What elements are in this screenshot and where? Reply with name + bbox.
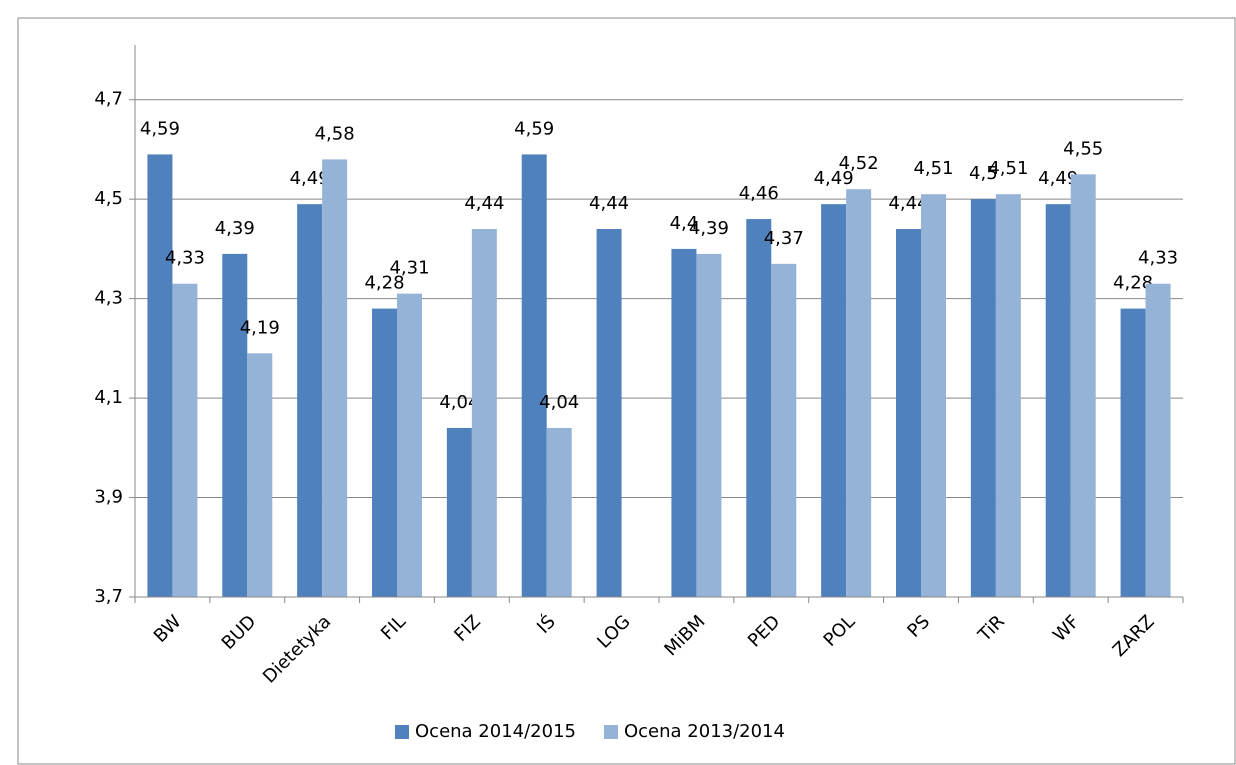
bar (846, 189, 872, 597)
bar (746, 219, 772, 597)
y-tick-label: 4,1 (94, 387, 123, 408)
bar (397, 293, 422, 597)
y-tick-label: 3,9 (94, 487, 123, 508)
data-label: 4,49 (290, 168, 330, 189)
data-label: 4,39 (215, 218, 255, 239)
bar (1070, 174, 1096, 597)
data-label: 4,49 (1038, 168, 1078, 189)
data-label: 4,46 (739, 183, 779, 204)
data-label: 4,44 (589, 193, 629, 214)
data-label: 4,51 (988, 158, 1028, 179)
bar (521, 154, 547, 597)
data-label: 4,51 (913, 158, 953, 179)
bar (1045, 204, 1071, 597)
bar (222, 253, 248, 597)
data-label: 4,4 (670, 213, 699, 234)
bar (671, 248, 697, 597)
data-label: 4,19 (240, 317, 280, 338)
legend-label: Ocena 2013/2014 (624, 721, 785, 742)
bar (970, 199, 996, 597)
data-label: 4,33 (165, 248, 205, 269)
data-label: 4,52 (839, 153, 879, 174)
bar (546, 427, 572, 597)
y-tick-label: 4,7 (94, 89, 123, 110)
legend-swatch (395, 725, 409, 739)
bar (372, 308, 397, 597)
bar (596, 229, 622, 597)
data-label: 4,28 (364, 273, 404, 294)
data-label: 4,37 (764, 228, 804, 249)
bar (1120, 308, 1146, 597)
bar (471, 229, 497, 597)
bar (921, 194, 946, 597)
bar (247, 353, 273, 597)
y-tick-label: 3,7 (94, 586, 123, 607)
data-label: 4,28 (1113, 273, 1153, 294)
bar (696, 253, 722, 597)
bar (172, 283, 198, 597)
bar (322, 159, 348, 597)
data-label: 4,55 (1063, 138, 1103, 159)
y-tick-label: 4,5 (94, 188, 123, 209)
data-label: 4,59 (514, 118, 554, 139)
data-label: 4,58 (315, 123, 355, 144)
data-label: 4,44 (888, 193, 928, 214)
bar (297, 204, 323, 597)
bar (1145, 283, 1171, 597)
data-label: 4,49 (814, 168, 854, 189)
bar (896, 229, 921, 597)
data-label: 4,33 (1138, 248, 1178, 269)
bar (446, 427, 472, 597)
y-tick-label: 4,3 (94, 288, 123, 309)
data-label: 4,59 (140, 118, 180, 139)
bar (771, 263, 797, 597)
data-label: 4,04 (439, 392, 479, 413)
data-label: 4,31 (389, 258, 429, 279)
data-label: 4,04 (539, 392, 579, 413)
bar (821, 204, 847, 597)
legend-swatch (603, 725, 618, 739)
legend-label: Ocena 2014/2015 (415, 721, 576, 742)
data-label: 4,39 (689, 218, 729, 239)
data-label: 4,5 (969, 163, 998, 184)
data-label: 4,44 (464, 193, 504, 214)
bar (995, 194, 1021, 597)
chart-frame (17, 17, 1236, 765)
bar (147, 154, 173, 597)
